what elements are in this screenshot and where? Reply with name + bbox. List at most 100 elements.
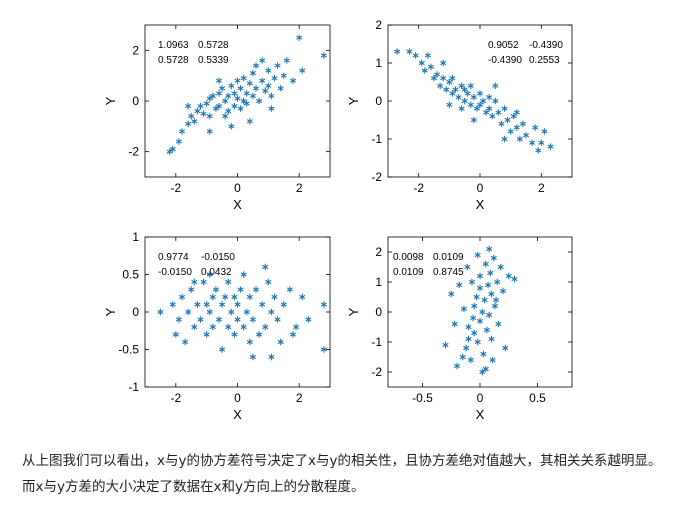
covariance-value: 0.5728 — [158, 55, 189, 66]
x-tick-label: -2 — [170, 391, 181, 405]
data-point — [529, 139, 536, 146]
data-point — [499, 287, 507, 295]
data-point — [449, 90, 456, 97]
data-point — [459, 353, 466, 361]
data-point — [268, 105, 275, 112]
data-point — [461, 97, 468, 105]
data-point — [507, 128, 514, 135]
data-point — [178, 128, 186, 135]
data-point — [494, 278, 501, 286]
data-point — [175, 138, 182, 145]
data-point — [243, 100, 250, 107]
data-point — [262, 87, 269, 95]
subplot-3: -2 0 2 -1 -0.5 0 0.5 1 X Y 0.9774 -0.0150 -0.0150 0.0… — [103, 230, 331, 422]
data-point — [497, 263, 504, 271]
data-point — [320, 346, 327, 353]
data-point — [511, 275, 518, 283]
data-point — [430, 75, 438, 82]
data-point — [225, 278, 232, 286]
covariance-value: 0.2553 — [529, 55, 560, 66]
data-point — [492, 97, 499, 105]
data-point — [535, 147, 542, 154]
data-point — [237, 85, 244, 92]
y-tick-label: 0 — [375, 305, 382, 319]
data-point — [265, 278, 272, 286]
subplot-4: -0.5 0 0.5 -2 -1 0 1 2 X Y 0.0098 0.0109 0.0109 0.874… — [346, 236, 573, 422]
data-point — [166, 148, 173, 155]
data-point — [486, 105, 493, 112]
data-point — [277, 338, 284, 346]
data-point — [259, 77, 266, 84]
data-point — [467, 356, 474, 364]
data-point — [501, 135, 508, 143]
data-point — [178, 293, 186, 301]
data-point — [249, 69, 256, 77]
data-point — [464, 90, 471, 97]
data-point — [237, 286, 244, 293]
data-point — [465, 335, 472, 343]
data-point — [412, 52, 419, 59]
data-point — [252, 85, 260, 92]
data-point — [277, 85, 284, 92]
data-point — [394, 48, 401, 55]
y-tick-label: 1 — [132, 230, 139, 244]
data-point — [185, 102, 192, 110]
data-point — [175, 316, 182, 323]
data-point — [471, 329, 478, 337]
data-point — [488, 335, 495, 343]
data-point — [473, 105, 480, 112]
data-point — [460, 305, 467, 313]
data-point — [259, 301, 266, 308]
covariance-value: -0.0150 — [158, 267, 192, 278]
data-point — [476, 90, 484, 97]
data-point — [197, 316, 204, 323]
data-point — [286, 286, 293, 293]
data-point — [283, 57, 290, 64]
data-point — [222, 97, 229, 105]
data-point — [215, 102, 223, 110]
data-point — [206, 128, 213, 135]
data-point — [206, 113, 213, 120]
y-tick-label: -2 — [371, 365, 382, 379]
data-point — [473, 293, 480, 301]
data-point — [197, 102, 204, 110]
y-axis-label: Y — [346, 96, 361, 105]
y-tick-label: 2 — [132, 43, 139, 57]
data-point — [485, 281, 492, 289]
data-point — [225, 92, 232, 100]
data-point — [219, 301, 226, 308]
data-point — [476, 284, 484, 292]
data-point — [483, 109, 490, 116]
data-point — [289, 77, 297, 84]
data-point — [493, 296, 500, 304]
data-point — [452, 86, 459, 93]
data-point — [222, 113, 229, 120]
data-point — [482, 365, 489, 373]
data-point — [476, 101, 484, 108]
covariance-annotation: 0.9774 -0.0150 -0.0150 0.0432 — [158, 252, 235, 278]
data-point — [470, 314, 477, 322]
data-point — [271, 75, 278, 82]
data-point — [212, 286, 219, 293]
data-point — [468, 278, 475, 286]
data-point — [479, 368, 486, 376]
data-point — [240, 97, 247, 105]
data-point — [246, 293, 253, 301]
data-point — [458, 82, 465, 89]
x-tick-label: 2 — [296, 391, 303, 405]
data-point — [418, 59, 425, 67]
data-point — [504, 116, 511, 124]
data-point — [498, 120, 505, 127]
data-point — [228, 308, 235, 316]
data-point — [486, 311, 493, 319]
data-point — [280, 301, 287, 308]
data-point — [486, 94, 493, 101]
data-point — [479, 308, 486, 316]
data-point — [458, 105, 465, 112]
data-point — [237, 105, 244, 112]
data-point — [421, 67, 428, 74]
data-point — [188, 113, 195, 120]
data-point — [465, 323, 472, 331]
data-point — [234, 316, 241, 323]
covariance-value: 0.0098 — [393, 252, 424, 263]
